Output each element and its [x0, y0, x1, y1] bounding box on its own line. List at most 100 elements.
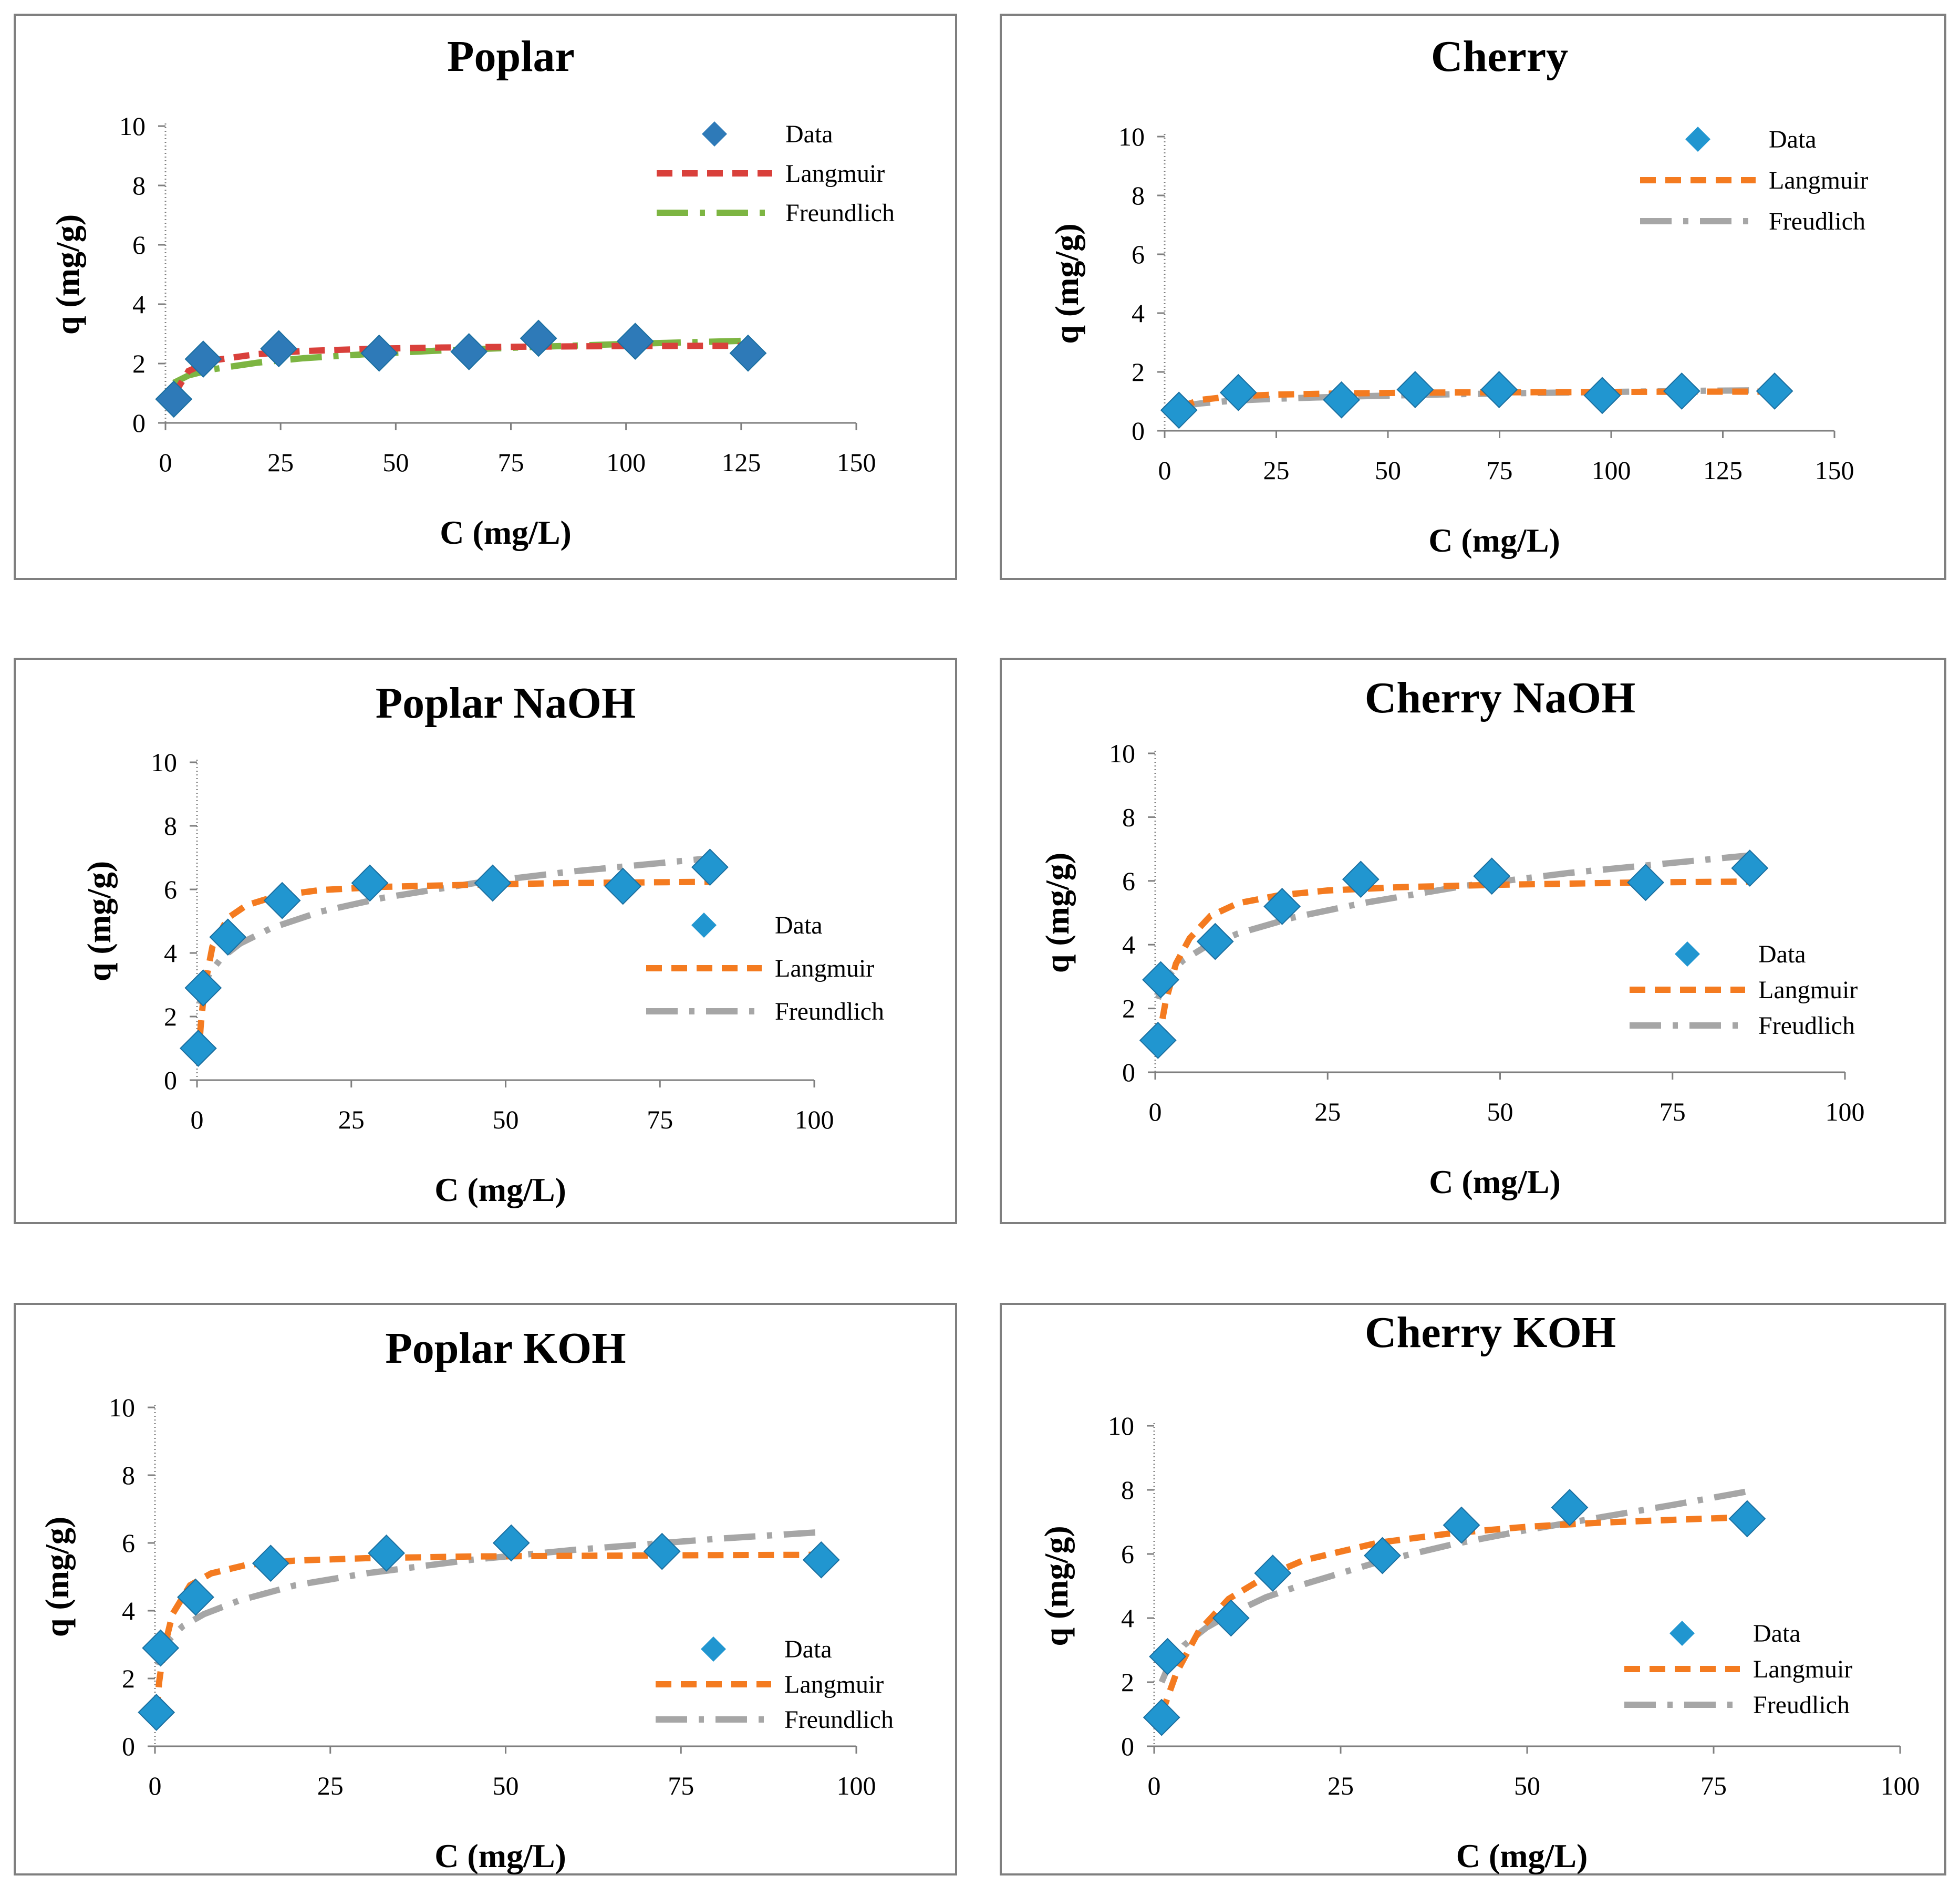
- data-point: [1756, 372, 1793, 410]
- x-tick-label: 75: [498, 448, 524, 477]
- data-point: [1323, 381, 1361, 419]
- freundlich-series-line: [1158, 1488, 1748, 1684]
- y-tick-label: 6: [122, 1528, 135, 1558]
- x-axis-label: C (mg/L): [434, 1837, 566, 1874]
- x-tick-label: 25: [317, 1771, 344, 1800]
- x-tick-label: 75: [647, 1105, 673, 1134]
- data-point: [1583, 377, 1621, 414]
- chart-title: Cherry KOH: [1365, 1308, 1616, 1357]
- legend-data-marker: [702, 121, 727, 147]
- y-axis-label: q (mg/g): [1039, 853, 1076, 973]
- y-tick-label: 8: [1122, 802, 1135, 832]
- data-point: [1219, 374, 1257, 411]
- freundlich-series-line: [1155, 852, 1750, 1000]
- legend: Data Langmuir Freudlich: [1630, 940, 1858, 1040]
- x-tick-label: 50: [1487, 1097, 1513, 1126]
- data-point: [184, 969, 222, 1007]
- data-point: [729, 334, 767, 372]
- data-point: [179, 1030, 217, 1067]
- legend-label: Langmuir: [1769, 167, 1868, 194]
- y-tick-label: 6: [164, 875, 177, 904]
- data-point: [1212, 1599, 1250, 1637]
- chart-title: Poplar NaOH: [376, 679, 636, 728]
- x-tick-label: 75: [1487, 455, 1513, 485]
- data-point: [1364, 1537, 1401, 1574]
- x-tick-label: 150: [1815, 455, 1854, 485]
- legend-label: Data: [785, 120, 833, 148]
- data-point: [520, 319, 557, 357]
- y-tick-label: 10: [109, 1393, 135, 1422]
- data-point: [1263, 887, 1301, 925]
- legend-label: Freudlich: [1753, 1691, 1850, 1719]
- y-tick-label: 4: [164, 938, 177, 968]
- y-tick-label: 10: [119, 111, 146, 141]
- y-tick-label: 0: [164, 1065, 177, 1095]
- x-tick-label: 50: [382, 448, 409, 477]
- y-tick-label: 0: [122, 1732, 135, 1761]
- data-point: [260, 330, 298, 368]
- legend-label: Langmuir: [1753, 1655, 1852, 1683]
- y-tick-label: 6: [1122, 866, 1135, 896]
- data-point: [1196, 923, 1234, 960]
- legend: Data Langmuir Freundlich: [646, 911, 884, 1025]
- y-tick-label: 10: [151, 748, 177, 777]
- data-point: [616, 323, 654, 360]
- data-point: [209, 918, 247, 956]
- legend: Data Langmuir Freundlich: [656, 1635, 894, 1734]
- x-tick-label: 100: [795, 1105, 834, 1134]
- data-point: [802, 1541, 840, 1579]
- x-tick-label: 100: [1826, 1097, 1865, 1126]
- data-point: [252, 1545, 289, 1582]
- y-tick-label: 6: [1132, 240, 1145, 269]
- x-axis-label: C (mg/L): [1456, 1837, 1588, 1874]
- data-point: [691, 848, 729, 886]
- y-axis-label: q (mg/g): [38, 1517, 76, 1637]
- legend: Data Langmuir Freudlich: [1624, 1620, 1852, 1719]
- x-tick-label: 0: [1148, 1771, 1161, 1800]
- x-tick-label: 0: [191, 1105, 204, 1134]
- y-tick-label: 0: [132, 408, 146, 438]
- legend: Data Langmuir Freudlich: [1640, 126, 1868, 235]
- y-tick-label: 8: [122, 1460, 135, 1490]
- legend-label: Freudlich: [1769, 208, 1865, 235]
- chart-title: Cherry: [1431, 32, 1568, 81]
- y-tick-label: 10: [1108, 1411, 1134, 1441]
- data-point: [1139, 1021, 1177, 1059]
- x-tick-label: 50: [493, 1771, 519, 1800]
- data-point: [360, 334, 398, 372]
- data-point: [1480, 371, 1518, 409]
- data-point: [1443, 1506, 1480, 1544]
- x-tick-label: 100: [837, 1771, 876, 1800]
- chart-title: Poplar KOH: [385, 1324, 626, 1373]
- y-tick-label: 6: [1121, 1539, 1134, 1569]
- legend-label: Data: [1758, 940, 1806, 968]
- x-tick-label: 50: [493, 1105, 519, 1134]
- x-tick-label: 0: [159, 448, 172, 477]
- data-point: [1473, 857, 1511, 895]
- chart-panel-cherry-koh: Cherry KOH 0 2 4 6 8 10 0 25 50 75 100 C (mg/L) q (mg…: [1000, 1303, 1946, 1875]
- data-point: [138, 1694, 175, 1731]
- legend-label: Langmuir: [784, 1671, 884, 1698]
- data-point: [1728, 1500, 1766, 1538]
- x-tick-label: 125: [721, 448, 761, 477]
- data-point: [604, 867, 642, 905]
- x-tick-label: 100: [1592, 455, 1631, 485]
- data-point: [492, 1524, 530, 1562]
- x-tick-label: 125: [1703, 455, 1743, 485]
- y-tick-label: 4: [1122, 930, 1135, 959]
- y-tick-label: 4: [1121, 1603, 1134, 1633]
- data-point: [142, 1629, 180, 1667]
- data-point: [1627, 864, 1664, 901]
- y-tick-label: 2: [132, 349, 146, 378]
- legend-label: Langmuir: [1758, 976, 1858, 1004]
- chart-title: Cherry NaOH: [1365, 673, 1636, 722]
- x-tick-label: 50: [1375, 455, 1401, 485]
- y-tick-label: 2: [122, 1664, 135, 1693]
- x-tick-label: 0: [1149, 1097, 1162, 1126]
- data-point: [177, 1578, 214, 1616]
- legend-label: Data: [784, 1635, 832, 1663]
